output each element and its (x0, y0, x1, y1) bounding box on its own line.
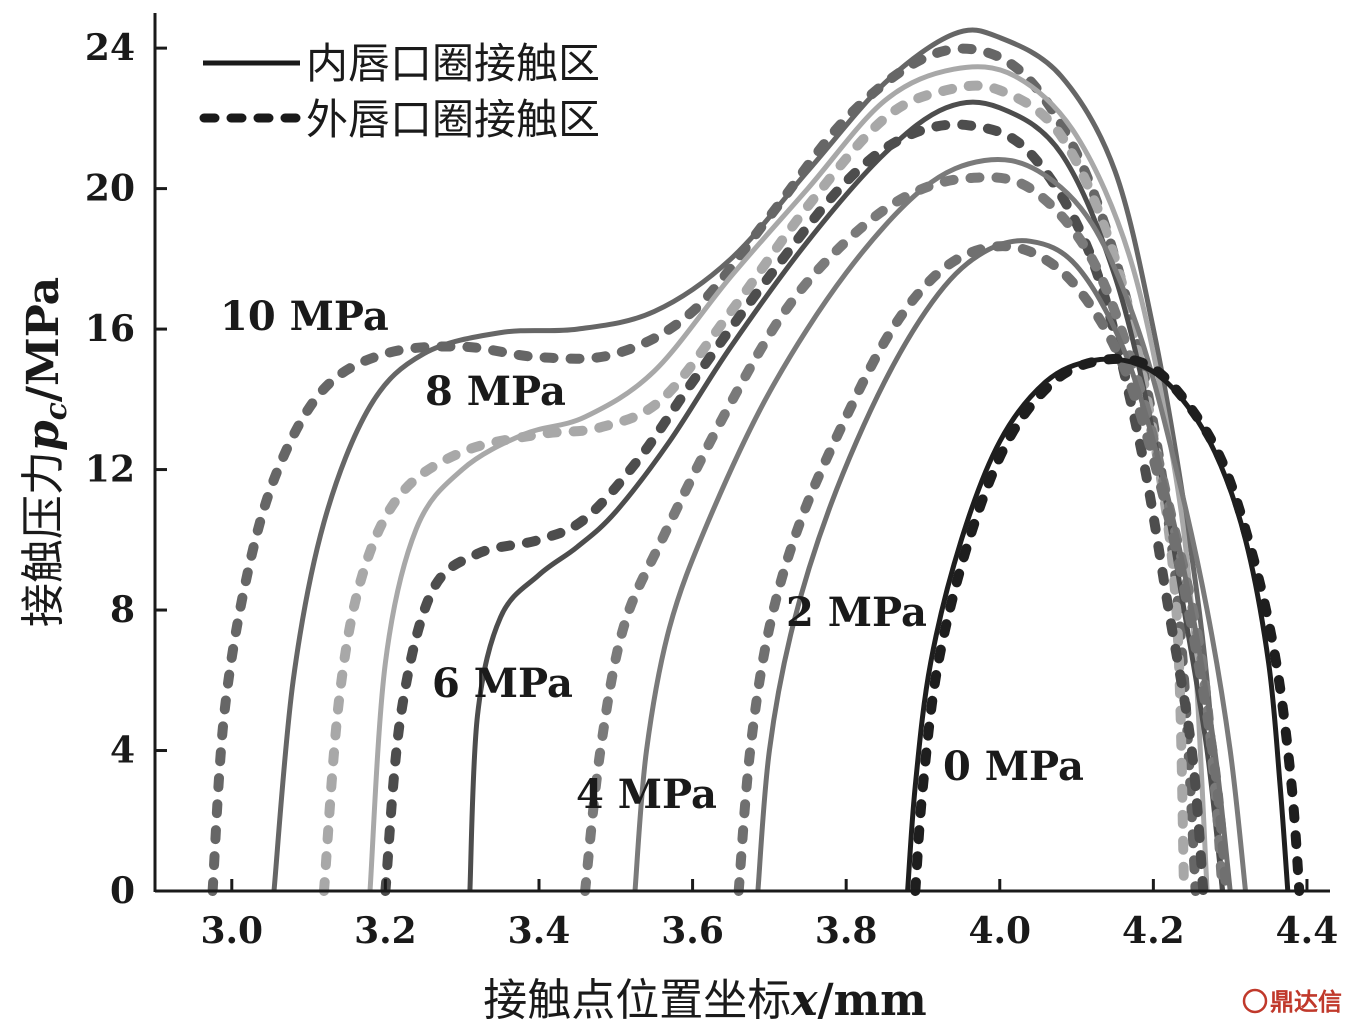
y-axis-title-subscript: c (39, 402, 74, 420)
x-tick-label: 4.2 (1122, 910, 1185, 952)
x-tick-label: 4.0 (968, 910, 1031, 952)
legend: 内唇口圈接触区 外唇口圈接触区 (199, 39, 600, 144)
series-6mpa-outer-line (380, 119, 1209, 896)
x-tick-label: 3.0 (200, 910, 263, 952)
series-8mpa-outer-line (319, 80, 1190, 896)
x-tick-label: 4.4 (1276, 910, 1339, 952)
x-axis-title-unit: /mm (818, 975, 927, 1026)
ticks-layer: 3.0 3.2 3.4 3.6 3.8 4.0 4.2 4.4 0 4 8 12 16 20 24 (85, 27, 1338, 952)
series-labels: 10 MPa 8 MPa 6 MPa 4 MPa 2 MPa 0 MPa (220, 293, 1084, 818)
series-4mpa-inner-line (632, 156, 1248, 892)
series-label-2mpa: 2 MPa (786, 589, 927, 636)
series-0mpa-outer-line (910, 353, 1305, 896)
y-tick-label: 20 (85, 168, 135, 210)
legend-label-outer: 外唇口圈接触区 (306, 95, 600, 144)
y-tick-label: 16 (85, 308, 135, 350)
watermark-text: 鼎达信 (1270, 988, 1342, 1016)
series-layer (207, 27, 1305, 896)
y-axis-title-unit: /MPa (18, 277, 69, 402)
series-label-4mpa: 4 MPa (576, 771, 717, 818)
series-label-10mpa: 10 MPa (220, 293, 389, 340)
y-tick-label: 4 (110, 730, 135, 772)
y-tick-label: 8 (110, 589, 135, 631)
x-tick-label: 3.6 (661, 910, 724, 952)
series-2mpa-inner-line (755, 238, 1233, 892)
x-axis-title-symbol: x (790, 975, 818, 1026)
series-label-8mpa: 8 MPa (425, 368, 566, 415)
x-axis-title: 接触点位置坐标x/mm (483, 975, 926, 1026)
series-0mpa-inner-line (905, 356, 1291, 892)
x-axis-title-prefix: 接触点位置坐标 (483, 975, 791, 1026)
x-tick-label: 3.4 (508, 910, 571, 952)
y-tick-label: 12 (85, 449, 135, 491)
x-tick-label: 3.8 (815, 910, 878, 952)
y-tick-label: 0 (110, 870, 135, 912)
legend-label-inner: 内唇口圈接触区 (306, 39, 600, 88)
y-axis-title: 接触压力pc/MPa (18, 277, 74, 627)
watermark: 鼎达信 (1242, 988, 1342, 1016)
x-tick-label: 3.2 (354, 910, 417, 952)
series-label-6mpa: 6 MPa (432, 660, 573, 707)
series-2mpa-outer-line (733, 241, 1232, 896)
y-axis-title-prefix: 接触压力 (18, 451, 69, 627)
y-tick-label: 24 (85, 27, 135, 69)
y-axis-title-symbol: p (18, 420, 69, 451)
series-10mpa-inner-line (271, 27, 1225, 892)
series-label-0mpa: 0 MPa (943, 743, 1084, 790)
axes-layer (153, 13, 1330, 893)
logo-icon (1242, 988, 1268, 1014)
